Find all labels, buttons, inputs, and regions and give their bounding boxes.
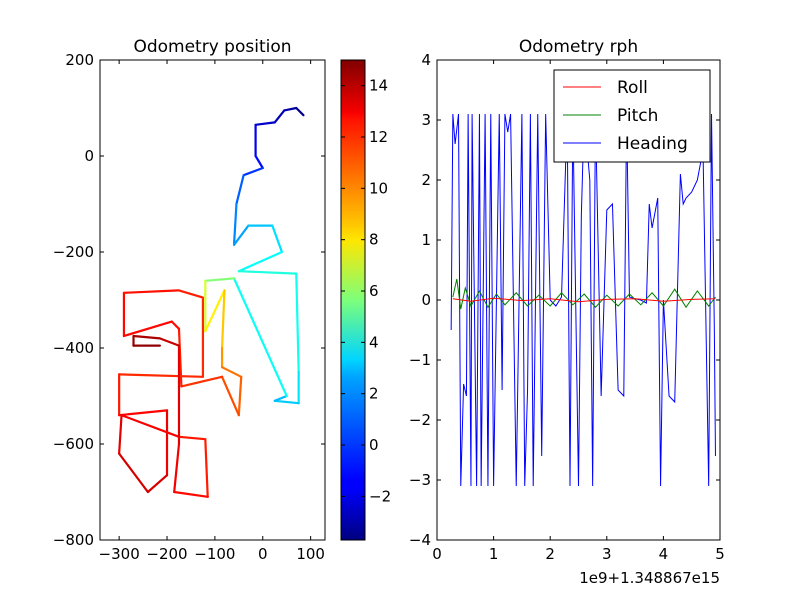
colorbar-tick-label: 6 (369, 282, 379, 300)
trajectory-track (118, 106, 305, 498)
left-x-tick-label: 100 (296, 545, 325, 563)
colorbar-frame (340, 59, 366, 541)
x-axis-offset-label: 1e9+1.348867e15 (579, 569, 720, 587)
trajectory-segment (170, 320, 181, 330)
roll-line (452, 297, 716, 303)
odometry-rph-chart: Odometry rph 0 1 2 3 4 5 4 3 2 1 0 −1 −2 −3 −4 1e9+1.… (409, 37, 725, 587)
colorbar-tick-label: −2 (369, 487, 391, 505)
left-x-tick-label: −100 (194, 545, 235, 563)
trajectory-segment (283, 106, 298, 112)
trajectory-segment (177, 289, 205, 299)
trajectory-segment (220, 289, 226, 350)
trajectory-segment (271, 224, 284, 254)
trajectory-segment (237, 270, 298, 275)
trajectory-segment (237, 250, 284, 273)
trajectory-segment (122, 289, 181, 294)
right-y-tick-label: 1 (421, 231, 431, 249)
colorbar-tick-label: 2 (369, 385, 379, 403)
odometry-position-chart: Odometry position −300 −200 −100 0 100 2000−… (53, 37, 326, 563)
legend-box (553, 69, 711, 163)
trajectory-segment (232, 277, 288, 398)
left-y-tick-label: −200 (53, 243, 94, 261)
left-y-axis: 200 0 −200 −400 −600 −800 (53, 51, 325, 549)
right-x-tick-label: 3 (602, 545, 612, 563)
colorbar-tick-label: 12 (369, 128, 388, 146)
trajectory-segment (118, 414, 123, 455)
left-chart-title: Odometry position (133, 37, 291, 57)
trajectory-segment (254, 154, 264, 170)
trajectory-segment (237, 375, 243, 417)
trajectory-segment (120, 414, 181, 438)
pitch-line (452, 278, 716, 310)
right-y-tick-label: −2 (409, 411, 431, 429)
trajectory-segment (118, 452, 149, 494)
left-y-tick-label: −600 (53, 435, 94, 453)
trajectory-segment (118, 373, 205, 378)
right-y-tick-label: 2 (421, 171, 431, 189)
trajectory-segment (273, 109, 286, 124)
trajectory-segment (273, 394, 288, 402)
left-x-tick-label: −300 (99, 545, 140, 563)
left-y-tick-label: 200 (65, 51, 94, 69)
colorbar-tick-label: 8 (369, 231, 379, 249)
right-y-tick-label: −3 (409, 471, 431, 489)
right-y-tick-label: 4 (421, 51, 431, 69)
right-y-tick-label: −1 (409, 351, 431, 369)
right-y-tick-label: −4 (409, 531, 431, 549)
right-x-axis: 0 1 2 3 4 5 (432, 60, 725, 563)
colorbar-tick-label: 14 (369, 77, 388, 95)
trajectory-segment (242, 166, 264, 177)
trajectory-segment (204, 277, 236, 282)
colorbar-tick-label: 10 (369, 179, 388, 197)
left-y-tick-label: −800 (53, 531, 94, 549)
legend: Roll Pitch Heading (553, 69, 711, 163)
colorbar-tick-label: 0 (369, 436, 379, 454)
trajectory-segment (295, 106, 305, 117)
right-x-tick-label: 5 (715, 545, 725, 563)
right-x-tick-label: 1 (489, 545, 499, 563)
left-x-tick-label: 0 (258, 545, 268, 563)
right-x-tick-label: 4 (659, 545, 669, 563)
legend-label-heading: Heading (617, 134, 688, 154)
trajectory-segment (295, 272, 300, 374)
right-y-axis: 4 3 2 1 0 −1 −2 −3 −4 (409, 51, 720, 549)
rph-lines (450, 113, 716, 487)
trajectory-segment (180, 375, 224, 388)
trajectory-segment (273, 399, 300, 405)
left-plot-frame (99, 59, 326, 541)
trajectory-segment (173, 490, 209, 498)
colorbar-axis: 14 12 10 8 6 4 2 0 −2 (341, 77, 391, 505)
right-y-tick-label: 3 (421, 111, 431, 129)
trajectory-segment (132, 334, 161, 340)
trajectory-segment (118, 409, 169, 417)
colorbar-gradient (341, 60, 365, 540)
trajectory-segment (122, 320, 173, 338)
right-x-tick-label: 0 (432, 545, 442, 563)
trajectory-segment (173, 442, 181, 494)
left-x-axis: −300 −200 −100 0 100 (99, 60, 325, 563)
right-chart-title: Odometry rph (519, 37, 638, 57)
legend-label-pitch: Pitch (617, 106, 658, 126)
left-x-tick-label: −200 (146, 545, 187, 563)
trajectory-segment (254, 121, 276, 126)
left-y-tick-label: −400 (53, 339, 94, 357)
left-y-tick-label: 0 (84, 147, 94, 165)
right-y-tick-label: 0 (421, 291, 431, 309)
trajectory-segment (232, 224, 250, 246)
trajectory-segment (158, 337, 181, 347)
trajectory-segment (220, 375, 240, 417)
right-x-tick-label: 2 (545, 545, 555, 563)
trajectory-segment (204, 438, 209, 498)
trajectory-segment (232, 202, 238, 246)
trajectory-segment (146, 474, 169, 494)
colorbar: 14 12 10 8 6 4 2 0 −2 (340, 59, 391, 541)
colorbar-tick-label: 4 (369, 333, 379, 351)
trajectory-segment (177, 435, 207, 441)
trajectory-segment (235, 174, 245, 206)
legend-label-roll: Roll (617, 78, 648, 98)
trajectory-segment (220, 366, 243, 378)
trajectory-segment (204, 289, 226, 333)
